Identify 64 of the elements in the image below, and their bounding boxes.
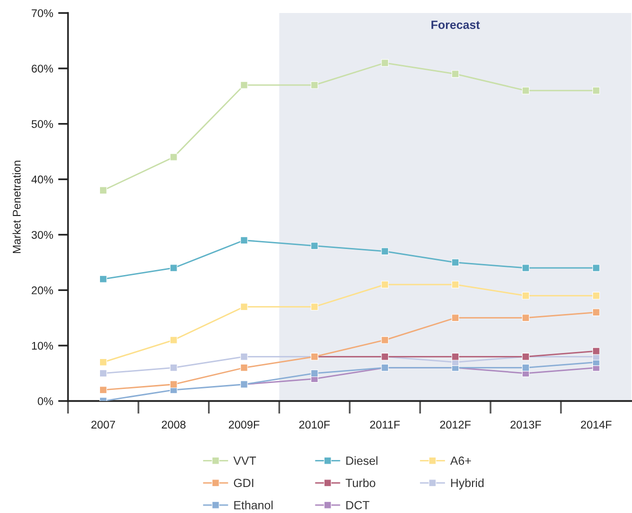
point — [99, 186, 107, 194]
point — [592, 264, 600, 272]
point — [592, 308, 600, 316]
y-tick-label: 40% — [31, 176, 54, 184]
x-tick-label: 2007 — [91, 420, 116, 429]
point — [381, 336, 389, 344]
y-tick-label: 60% — [32, 64, 54, 73]
y-tick-label: 20% — [32, 286, 54, 294]
point — [99, 275, 107, 283]
legend-label: GDI — [234, 478, 254, 488]
x-tick-label: 2013F — [510, 420, 542, 429]
point — [240, 352, 248, 360]
point — [452, 314, 460, 322]
y-tick-label: 10% — [32, 342, 54, 350]
legend-label: Diesel — [346, 456, 378, 465]
point — [240, 364, 248, 372]
point — [592, 292, 600, 300]
x-tick-label: 2009F — [228, 420, 260, 429]
point — [170, 336, 178, 344]
x-tick-label: 2014F — [580, 420, 612, 429]
point — [452, 70, 460, 78]
point — [381, 280, 389, 288]
legend-label: Turbo — [346, 478, 376, 488]
point — [310, 81, 318, 89]
band-label: Forecast — [432, 20, 480, 29]
point — [310, 242, 318, 250]
x-tick-label: 2011F — [370, 420, 400, 429]
y-axis-title: Market Penetration — [12, 160, 21, 254]
point — [99, 370, 107, 378]
legend-label: Ethanol — [234, 500, 273, 510]
point — [99, 386, 107, 394]
legend-label: VVT — [233, 456, 256, 465]
point — [310, 370, 318, 378]
point — [381, 59, 389, 67]
point — [170, 264, 178, 272]
point — [522, 292, 530, 300]
point — [170, 380, 178, 388]
point — [310, 303, 318, 311]
point — [522, 364, 530, 372]
point — [99, 358, 107, 366]
point — [452, 352, 460, 360]
point — [240, 236, 248, 244]
point — [170, 364, 178, 372]
y-tick-label: 0% — [38, 397, 54, 406]
point — [240, 81, 248, 89]
point — [522, 264, 530, 272]
legend-label: DCT — [346, 500, 370, 510]
point — [452, 258, 460, 266]
point — [381, 248, 389, 256]
point — [522, 86, 530, 94]
y-tick-label: 70% — [32, 9, 54, 18]
point — [592, 86, 600, 94]
x-tick-label: 2012F — [440, 420, 471, 429]
y-tick-label: 30% — [32, 230, 54, 239]
point — [522, 314, 530, 322]
x-tick-label: 2008 — [162, 420, 186, 429]
point — [170, 153, 178, 161]
point — [592, 347, 600, 355]
legend-label: Hybrid — [451, 478, 484, 490]
point — [240, 303, 248, 311]
point — [452, 280, 460, 288]
y-tick-label: 50% — [32, 120, 54, 128]
legend-label: A6+ — [450, 456, 471, 465]
x-tick-label: 2010F — [299, 420, 330, 429]
